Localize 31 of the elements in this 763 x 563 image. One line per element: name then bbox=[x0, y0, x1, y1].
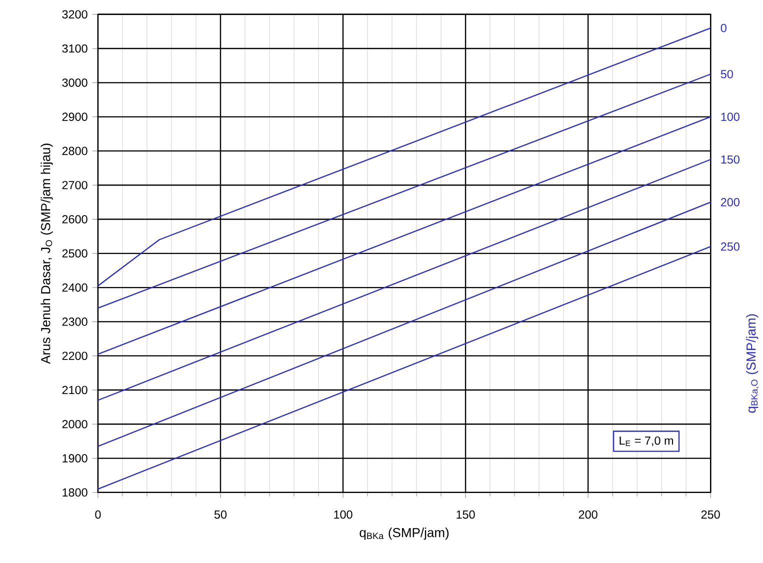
y-tick-label: 2000 bbox=[62, 420, 88, 428]
series-label: 250 bbox=[720, 242, 740, 251]
x-tick-label: 200 bbox=[578, 510, 598, 519]
y-tick-label: 3100 bbox=[62, 44, 88, 53]
series-label: 50 bbox=[720, 70, 733, 78]
x-tick-label: 50 bbox=[214, 510, 227, 519]
x-tick-label: 250 bbox=[701, 510, 720, 519]
x-tick-label: 0 bbox=[95, 510, 101, 519]
y-tick-label: 2400 bbox=[62, 283, 88, 292]
x-tick-label: 100 bbox=[334, 510, 352, 519]
y-tick-label: 2300 bbox=[62, 318, 88, 326]
x-tick-label: 150 bbox=[456, 510, 475, 519]
y2-axis-title: q$_{BKa,O}$ (SMP/jam) bbox=[746, 314, 759, 413]
y-tick-label: 2100 bbox=[62, 386, 88, 394]
y-tick-label: 2500 bbox=[62, 249, 88, 258]
y-tick-label: 2700 bbox=[62, 180, 88, 190]
y-axis-title: Arus Jenuh Dasar, J$_{O}$ (SMP/jam hijau) bbox=[40, 144, 53, 364]
y-tick-label: 3000 bbox=[62, 78, 88, 87]
y-tick-label: 1900 bbox=[62, 454, 88, 462]
series-label: 0 bbox=[720, 24, 726, 32]
y-tick-label: 2900 bbox=[62, 112, 88, 121]
y-tick-label: 1800 bbox=[62, 488, 88, 497]
x-axis-title: q$_{BKa}$ (SMP/jam) bbox=[360, 528, 449, 540]
series-label: 100 bbox=[721, 112, 740, 121]
y-tick-label: 3200 bbox=[62, 10, 88, 19]
series-label: 150 bbox=[721, 155, 740, 164]
annotation: L$_{E}$ = 7,0 m bbox=[620, 436, 673, 446]
series-label: 200 bbox=[720, 198, 740, 206]
y-tick-label: 2200 bbox=[62, 352, 88, 360]
y-tick-label: 2600 bbox=[62, 215, 88, 224]
y-tick-label: 2800 bbox=[62, 146, 88, 156]
